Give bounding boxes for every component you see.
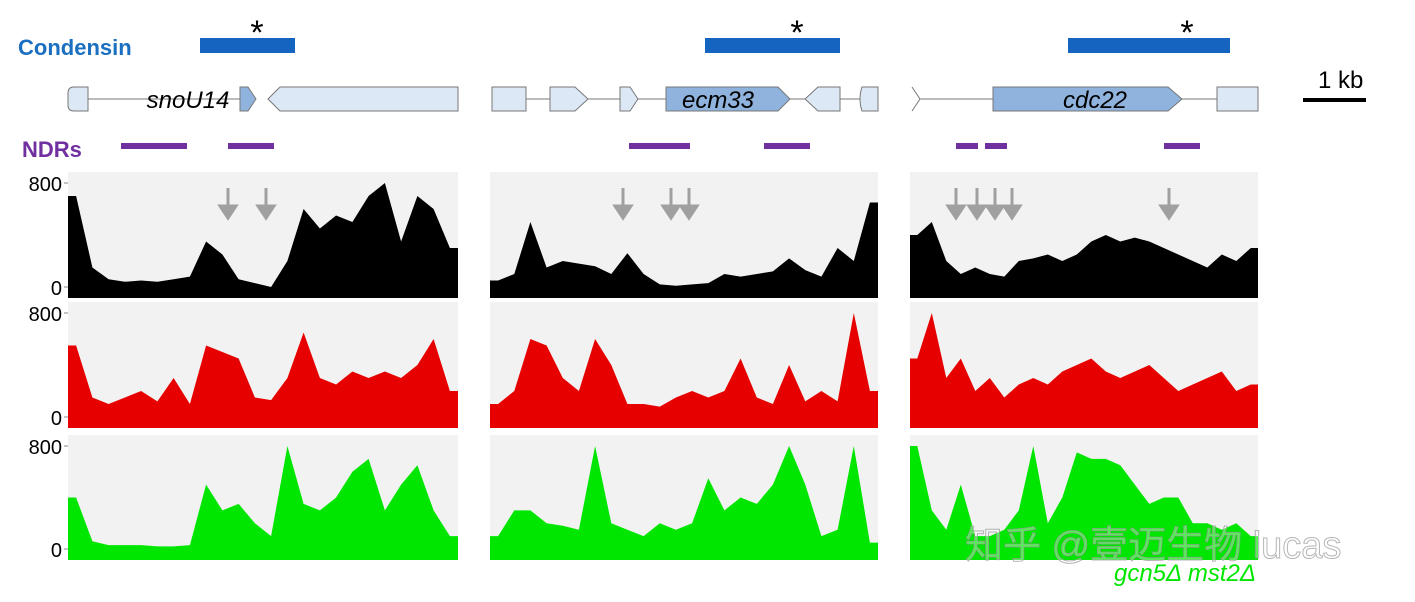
y-tick-label: 0: [51, 540, 62, 562]
condensin-star: *: [790, 14, 803, 52]
y-tick-label: 800: [29, 304, 62, 326]
y-tick-label: 800: [29, 437, 62, 459]
coverage-area: [68, 446, 458, 560]
track-label: gcn5Δ mst2Δ: [1114, 560, 1256, 587]
coverage-area: [68, 332, 458, 428]
gene-label: cdc22: [1063, 87, 1127, 114]
coverage-area: [910, 446, 1258, 560]
condensin-bars: [200, 38, 1230, 53]
gene-label: ecm33: [682, 87, 755, 114]
coverage-area: [490, 446, 878, 560]
condensin-star: *: [1180, 14, 1193, 52]
condensin-label: Condensin: [18, 35, 132, 60]
tracks: 0800wt0800gcn5Δ0800gcn5Δ mst2Δ: [29, 172, 1258, 587]
coverage-area: [490, 202, 878, 298]
gene-label: snoU14: [147, 87, 230, 114]
ndrs-label: NDRs: [22, 137, 82, 162]
y-tick-label: 800: [29, 174, 62, 196]
y-tick-label: 0: [51, 278, 62, 300]
coverage-area: [490, 313, 878, 428]
watermark: 知乎 @壹迈生物 lucas: [965, 525, 1341, 567]
scale-label: 1 kb: [1318, 67, 1363, 94]
coverage-area: [910, 313, 1258, 428]
coverage-area: [910, 222, 1258, 298]
y-tick-label: 0: [51, 408, 62, 430]
ndr-bars: [121, 143, 1200, 149]
nucleosome-arrows: [217, 188, 1180, 221]
coverage-area: [68, 183, 458, 298]
condensin-star: *: [250, 14, 263, 52]
gene-models: [67, 86, 1259, 112]
